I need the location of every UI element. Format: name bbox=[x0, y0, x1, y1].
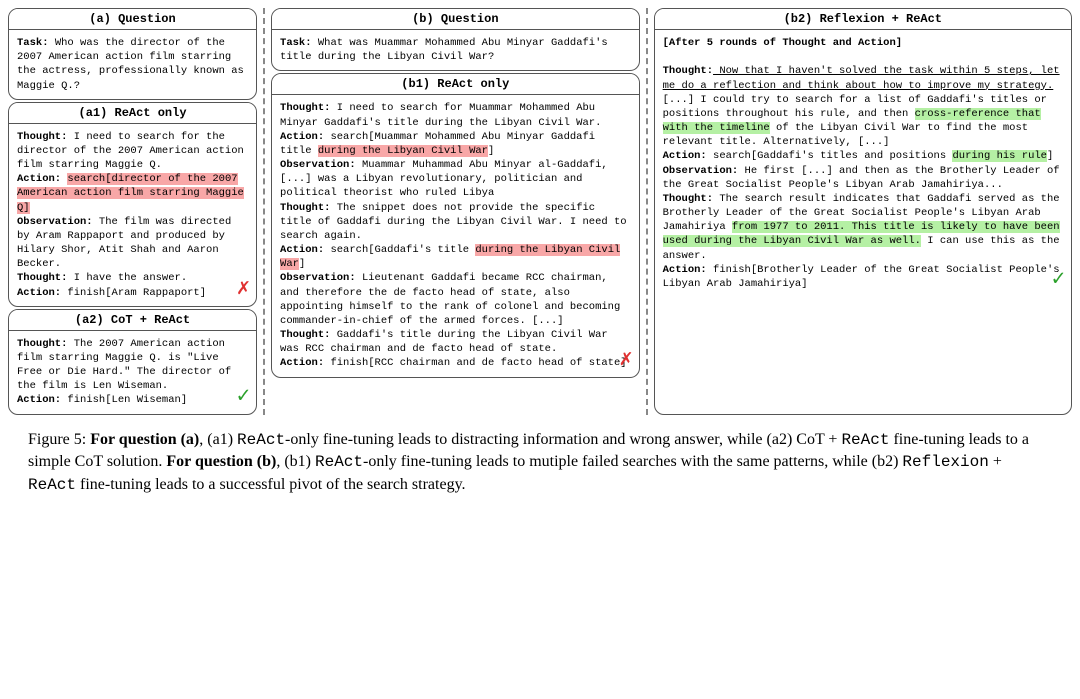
panel-a-question: (a) Question Task: Who was the director … bbox=[8, 8, 257, 100]
panel-body-a1: Thought: I need to search for the direct… bbox=[9, 124, 256, 306]
thought-label: Thought: bbox=[663, 65, 713, 77]
action-highlight-red: during the Libyan Civil War bbox=[318, 145, 488, 157]
action-label: Action: bbox=[280, 244, 324, 256]
caption-t: -only fine-tuning leads to distracting i… bbox=[285, 431, 841, 448]
caption-qb-bold: For question (b) bbox=[166, 453, 276, 470]
check-icon: ✓ bbox=[237, 382, 250, 412]
figure-caption: Figure 5: For question (a), (a1) ReAct-o… bbox=[8, 429, 1072, 507]
panel-title-a1: (a1) ReAct only bbox=[9, 103, 256, 124]
thought-text: The snippet does not provide the specifi… bbox=[280, 202, 627, 242]
action-pre: search[Gaddafi's titles and positions bbox=[707, 150, 953, 162]
caption-react: ReAct bbox=[315, 453, 363, 471]
panel-body-a2: Thought: The 2007 American action film s… bbox=[9, 331, 256, 414]
action-label: Action: bbox=[280, 357, 324, 369]
wrong-icon: ✗ bbox=[237, 274, 250, 304]
action-label: Action: bbox=[17, 287, 61, 299]
task-label: Task: bbox=[17, 37, 49, 49]
caption-t: , (a1) bbox=[199, 431, 237, 448]
panel-a2: (a2) CoT + ReAct Thought: The 2007 Ameri… bbox=[8, 309, 257, 415]
panel-body-a-question: Task: Who was the director of the 2007 A… bbox=[9, 30, 256, 99]
caption-fig-label: Figure 5: bbox=[28, 431, 90, 448]
caption-t: -only fine-tuning leads to mutiple faile… bbox=[363, 453, 902, 470]
thought-label: Thought: bbox=[663, 193, 713, 205]
action-post: ] bbox=[1047, 150, 1053, 162]
action-text: finish[RCC chairman and de facto head of… bbox=[324, 357, 626, 369]
panel-body-b2: [After 5 rounds of Thought and Action] T… bbox=[655, 30, 1071, 297]
observation-label: Observation: bbox=[280, 159, 356, 171]
panel-title-b1: (b1) ReAct only bbox=[272, 74, 639, 95]
thought-label: Thought: bbox=[280, 102, 330, 114]
action-pre: search[Gaddafi's title bbox=[324, 244, 475, 256]
action-post: ] bbox=[299, 258, 305, 270]
thought-underline: Now that I haven't solved the task withi… bbox=[663, 65, 1060, 91]
panel-a1: (a1) ReAct only Thought: I need to searc… bbox=[8, 102, 257, 307]
observation-label: Observation: bbox=[280, 272, 356, 284]
column-a: (a) Question Task: Who was the director … bbox=[8, 8, 257, 415]
thought-label: Thought: bbox=[17, 131, 67, 143]
caption-qa-bold: For question (a) bbox=[90, 431, 199, 448]
thought-text: Gaddafi's title during the Libyan Civil … bbox=[280, 329, 608, 355]
panel-title-b-question: (b) Question bbox=[272, 9, 639, 30]
observation-label: Observation: bbox=[17, 216, 93, 228]
thought-text: I have the answer. bbox=[67, 272, 187, 284]
action-label: Action: bbox=[663, 150, 707, 162]
thought-label: Thought: bbox=[17, 338, 67, 350]
action-label: Action: bbox=[280, 131, 324, 143]
panel-b2: (b2) Reflexion + ReAct [After 5 rounds o… bbox=[654, 8, 1072, 415]
column-b: (b) Question Task: What was Muammar Moha… bbox=[271, 8, 640, 415]
vertical-separator bbox=[263, 8, 265, 415]
panel-title-b2: (b2) Reflexion + ReAct bbox=[655, 9, 1071, 30]
action-text: finish[Brotherly Leader of the Great Soc… bbox=[663, 264, 1060, 290]
check-icon: ✓ bbox=[1052, 265, 1065, 295]
figure-panels: (a) Question Task: Who was the director … bbox=[8, 8, 1072, 415]
thought-label: Thought: bbox=[17, 272, 67, 284]
wrong-icon: ✗ bbox=[619, 345, 632, 375]
action-label: Action: bbox=[17, 394, 61, 406]
panel-title-a2: (a2) CoT + ReAct bbox=[9, 310, 256, 331]
task-label: Task: bbox=[280, 37, 312, 49]
action-post: ] bbox=[488, 145, 494, 157]
panel-b-question: (b) Question Task: What was Muammar Moha… bbox=[271, 8, 640, 71]
thought-label: Thought: bbox=[280, 202, 330, 214]
task-text: What was Muammar Mohammed Abu Minyar Gad… bbox=[280, 37, 608, 63]
thought-label: Thought: bbox=[280, 329, 330, 341]
panel-b1: (b1) ReAct only Thought: I need to searc… bbox=[271, 73, 640, 377]
caption-t: fine-tuning leads to a successful pivot … bbox=[76, 476, 466, 493]
action-highlight-green: during his rule bbox=[952, 150, 1047, 162]
context-line: [After 5 rounds of Thought and Action] bbox=[663, 37, 902, 49]
panel-body-b1: Thought: I need to search for Muammar Mo… bbox=[272, 95, 639, 376]
caption-react: ReAct bbox=[237, 431, 285, 449]
action-label: Action: bbox=[17, 173, 61, 185]
task-text: Who was the director of the 2007 America… bbox=[17, 37, 244, 92]
action-text: finish[Aram Rappaport] bbox=[61, 287, 206, 299]
observation-label: Observation: bbox=[663, 165, 739, 177]
caption-react: ReAct bbox=[841, 431, 889, 449]
caption-t: + bbox=[989, 453, 1002, 470]
caption-react: ReAct bbox=[28, 476, 76, 494]
action-text: finish[Len Wiseman] bbox=[61, 394, 187, 406]
action-label: Action: bbox=[663, 264, 707, 276]
column-b2: (b2) Reflexion + ReAct [After 5 rounds o… bbox=[654, 8, 1072, 415]
panel-title-a-question: (a) Question bbox=[9, 9, 256, 30]
caption-reflexion: Reflexion bbox=[902, 453, 988, 471]
caption-t: , (b1) bbox=[276, 453, 315, 470]
vertical-separator bbox=[646, 8, 648, 415]
panel-body-b-question: Task: What was Muammar Mohammed Abu Miny… bbox=[272, 30, 639, 70]
